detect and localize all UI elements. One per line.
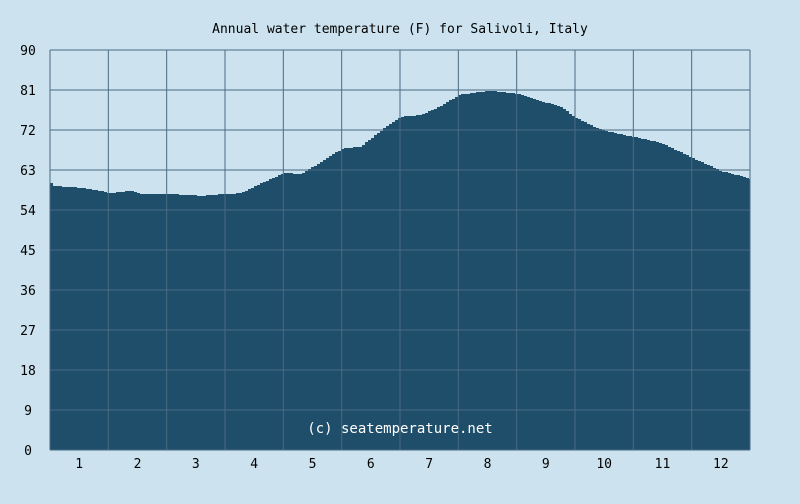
y-tick-label: 90 <box>20 44 36 59</box>
x-tick-label: 6 <box>367 457 375 472</box>
y-tick-label: 0 <box>24 444 32 459</box>
watermark: (c) seatemperature.net <box>307 421 492 437</box>
x-tick-label: 7 <box>425 457 433 472</box>
y-tick-label: 63 <box>20 164 36 179</box>
x-axis-ticks: 1 2 3 4 5 6 7 8 9 10 11 12 <box>75 457 728 472</box>
y-tick-label: 9 <box>24 404 32 419</box>
x-tick-label: 12 <box>713 457 729 472</box>
chart-title: Annual water temperature (F) for Salivol… <box>212 22 588 37</box>
x-tick-label: 3 <box>192 457 200 472</box>
y-tick-label: 81 <box>20 84 36 99</box>
y-tick-label: 27 <box>20 324 36 339</box>
y-tick-label: 72 <box>20 124 36 139</box>
x-tick-label: 5 <box>309 457 317 472</box>
x-tick-label: 2 <box>134 457 142 472</box>
y-tick-label: 36 <box>20 284 36 299</box>
x-tick-label: 8 <box>484 457 492 472</box>
x-tick-label: 9 <box>542 457 550 472</box>
x-tick-label: 11 <box>655 457 671 472</box>
x-tick-label: 10 <box>596 457 612 472</box>
y-tick-label: 18 <box>20 364 36 379</box>
y-axis-ticks: 0 9 18 27 36 45 54 63 72 81 90 <box>20 44 36 459</box>
grid-lines <box>49 49 751 451</box>
x-tick-label: 1 <box>75 457 83 472</box>
y-tick-label: 45 <box>20 244 36 259</box>
x-tick-label: 4 <box>250 457 258 472</box>
y-tick-label: 54 <box>20 204 36 219</box>
